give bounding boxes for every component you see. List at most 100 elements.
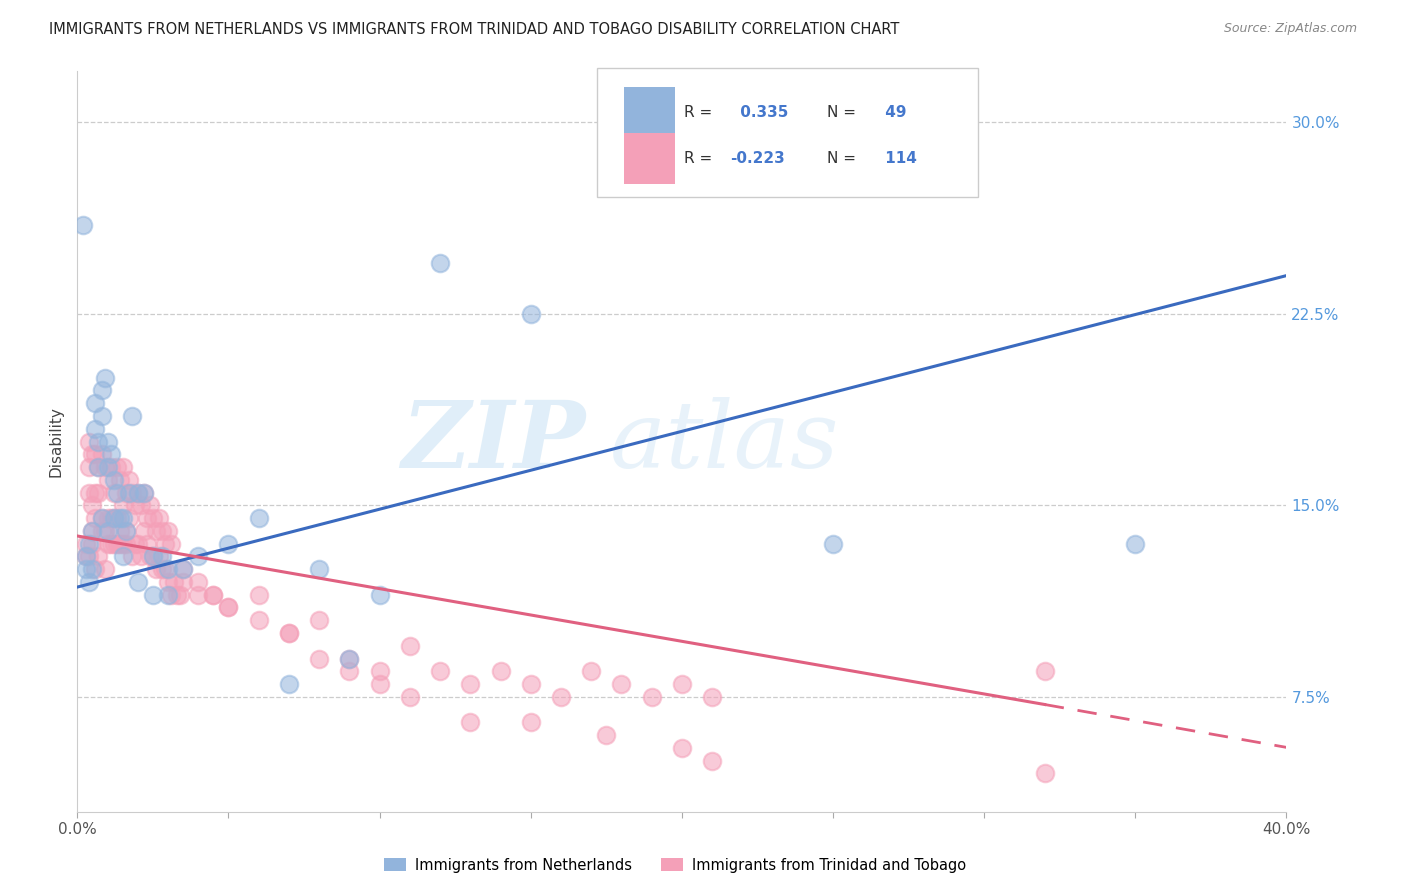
Point xyxy=(399,690,422,704)
Point xyxy=(90,524,112,538)
Point xyxy=(489,665,512,679)
Point xyxy=(135,511,157,525)
Text: -0.223: -0.223 xyxy=(730,152,785,166)
Point xyxy=(550,690,572,704)
Point xyxy=(150,524,173,538)
Point xyxy=(100,511,122,525)
Point xyxy=(429,256,451,270)
Point xyxy=(337,665,360,679)
Point xyxy=(87,485,110,500)
Point xyxy=(581,665,603,679)
Point xyxy=(157,562,180,576)
FancyBboxPatch shape xyxy=(624,133,675,185)
Point xyxy=(87,549,110,564)
Point xyxy=(127,485,149,500)
FancyBboxPatch shape xyxy=(624,87,675,138)
Point xyxy=(96,460,118,475)
Point xyxy=(148,549,170,564)
Text: N =: N = xyxy=(827,105,860,120)
Point xyxy=(84,562,107,576)
Point xyxy=(75,536,97,550)
Text: R =: R = xyxy=(685,105,717,120)
Point xyxy=(142,549,165,564)
Point xyxy=(142,549,165,564)
Point xyxy=(169,588,191,602)
Point xyxy=(90,384,112,398)
Point xyxy=(114,524,136,538)
Point xyxy=(82,536,104,550)
Point xyxy=(96,524,118,538)
Point xyxy=(157,524,180,538)
Point xyxy=(75,549,97,564)
Point xyxy=(82,524,104,538)
Point xyxy=(671,677,693,691)
Point xyxy=(118,511,141,525)
Point xyxy=(87,460,110,475)
Point xyxy=(84,422,107,436)
Point xyxy=(187,574,209,589)
Text: atlas: atlas xyxy=(609,397,839,486)
Point xyxy=(100,447,122,461)
Point xyxy=(368,588,391,602)
Point xyxy=(96,473,118,487)
Point xyxy=(114,485,136,500)
Point xyxy=(103,473,125,487)
Text: ZIP: ZIP xyxy=(401,397,585,486)
Point xyxy=(79,460,101,475)
Point xyxy=(187,588,209,602)
Point xyxy=(79,574,101,589)
Point xyxy=(1033,766,1056,780)
Point xyxy=(82,562,104,576)
Point xyxy=(135,536,157,550)
Point xyxy=(399,639,422,653)
Point xyxy=(157,588,180,602)
Point xyxy=(103,511,125,525)
Point xyxy=(84,485,107,500)
Point xyxy=(111,499,134,513)
Point xyxy=(129,499,152,513)
Point xyxy=(93,524,115,538)
Point xyxy=(153,562,176,576)
Point xyxy=(90,511,112,525)
Point xyxy=(218,536,240,550)
Point xyxy=(150,562,173,576)
Point xyxy=(108,511,131,525)
Point xyxy=(821,536,844,550)
Point xyxy=(118,473,141,487)
Point xyxy=(247,588,270,602)
Point xyxy=(202,588,225,602)
Point xyxy=(82,447,104,461)
Point xyxy=(127,536,149,550)
Point xyxy=(105,536,128,550)
Point xyxy=(118,485,141,500)
Point xyxy=(145,562,167,576)
Point xyxy=(610,677,633,691)
Point xyxy=(247,613,270,627)
Point xyxy=(100,460,122,475)
Point xyxy=(124,499,146,513)
Point xyxy=(337,651,360,665)
Point xyxy=(1123,536,1146,550)
Point xyxy=(163,574,186,589)
Point xyxy=(671,740,693,755)
Point xyxy=(75,549,97,564)
Text: R =: R = xyxy=(685,152,717,166)
Point xyxy=(100,536,122,550)
Point xyxy=(278,626,301,640)
Point xyxy=(105,511,128,525)
Point xyxy=(458,677,481,691)
Point xyxy=(129,549,152,564)
Point xyxy=(1033,665,1056,679)
Point xyxy=(111,460,134,475)
Point xyxy=(114,536,136,550)
Point xyxy=(166,588,188,602)
Text: 114: 114 xyxy=(880,152,917,166)
Point xyxy=(82,524,104,538)
Point xyxy=(79,536,101,550)
Text: 49: 49 xyxy=(880,105,907,120)
Point xyxy=(145,524,167,538)
Point xyxy=(79,434,101,449)
Point xyxy=(105,460,128,475)
Point xyxy=(79,485,101,500)
Point xyxy=(172,574,194,589)
